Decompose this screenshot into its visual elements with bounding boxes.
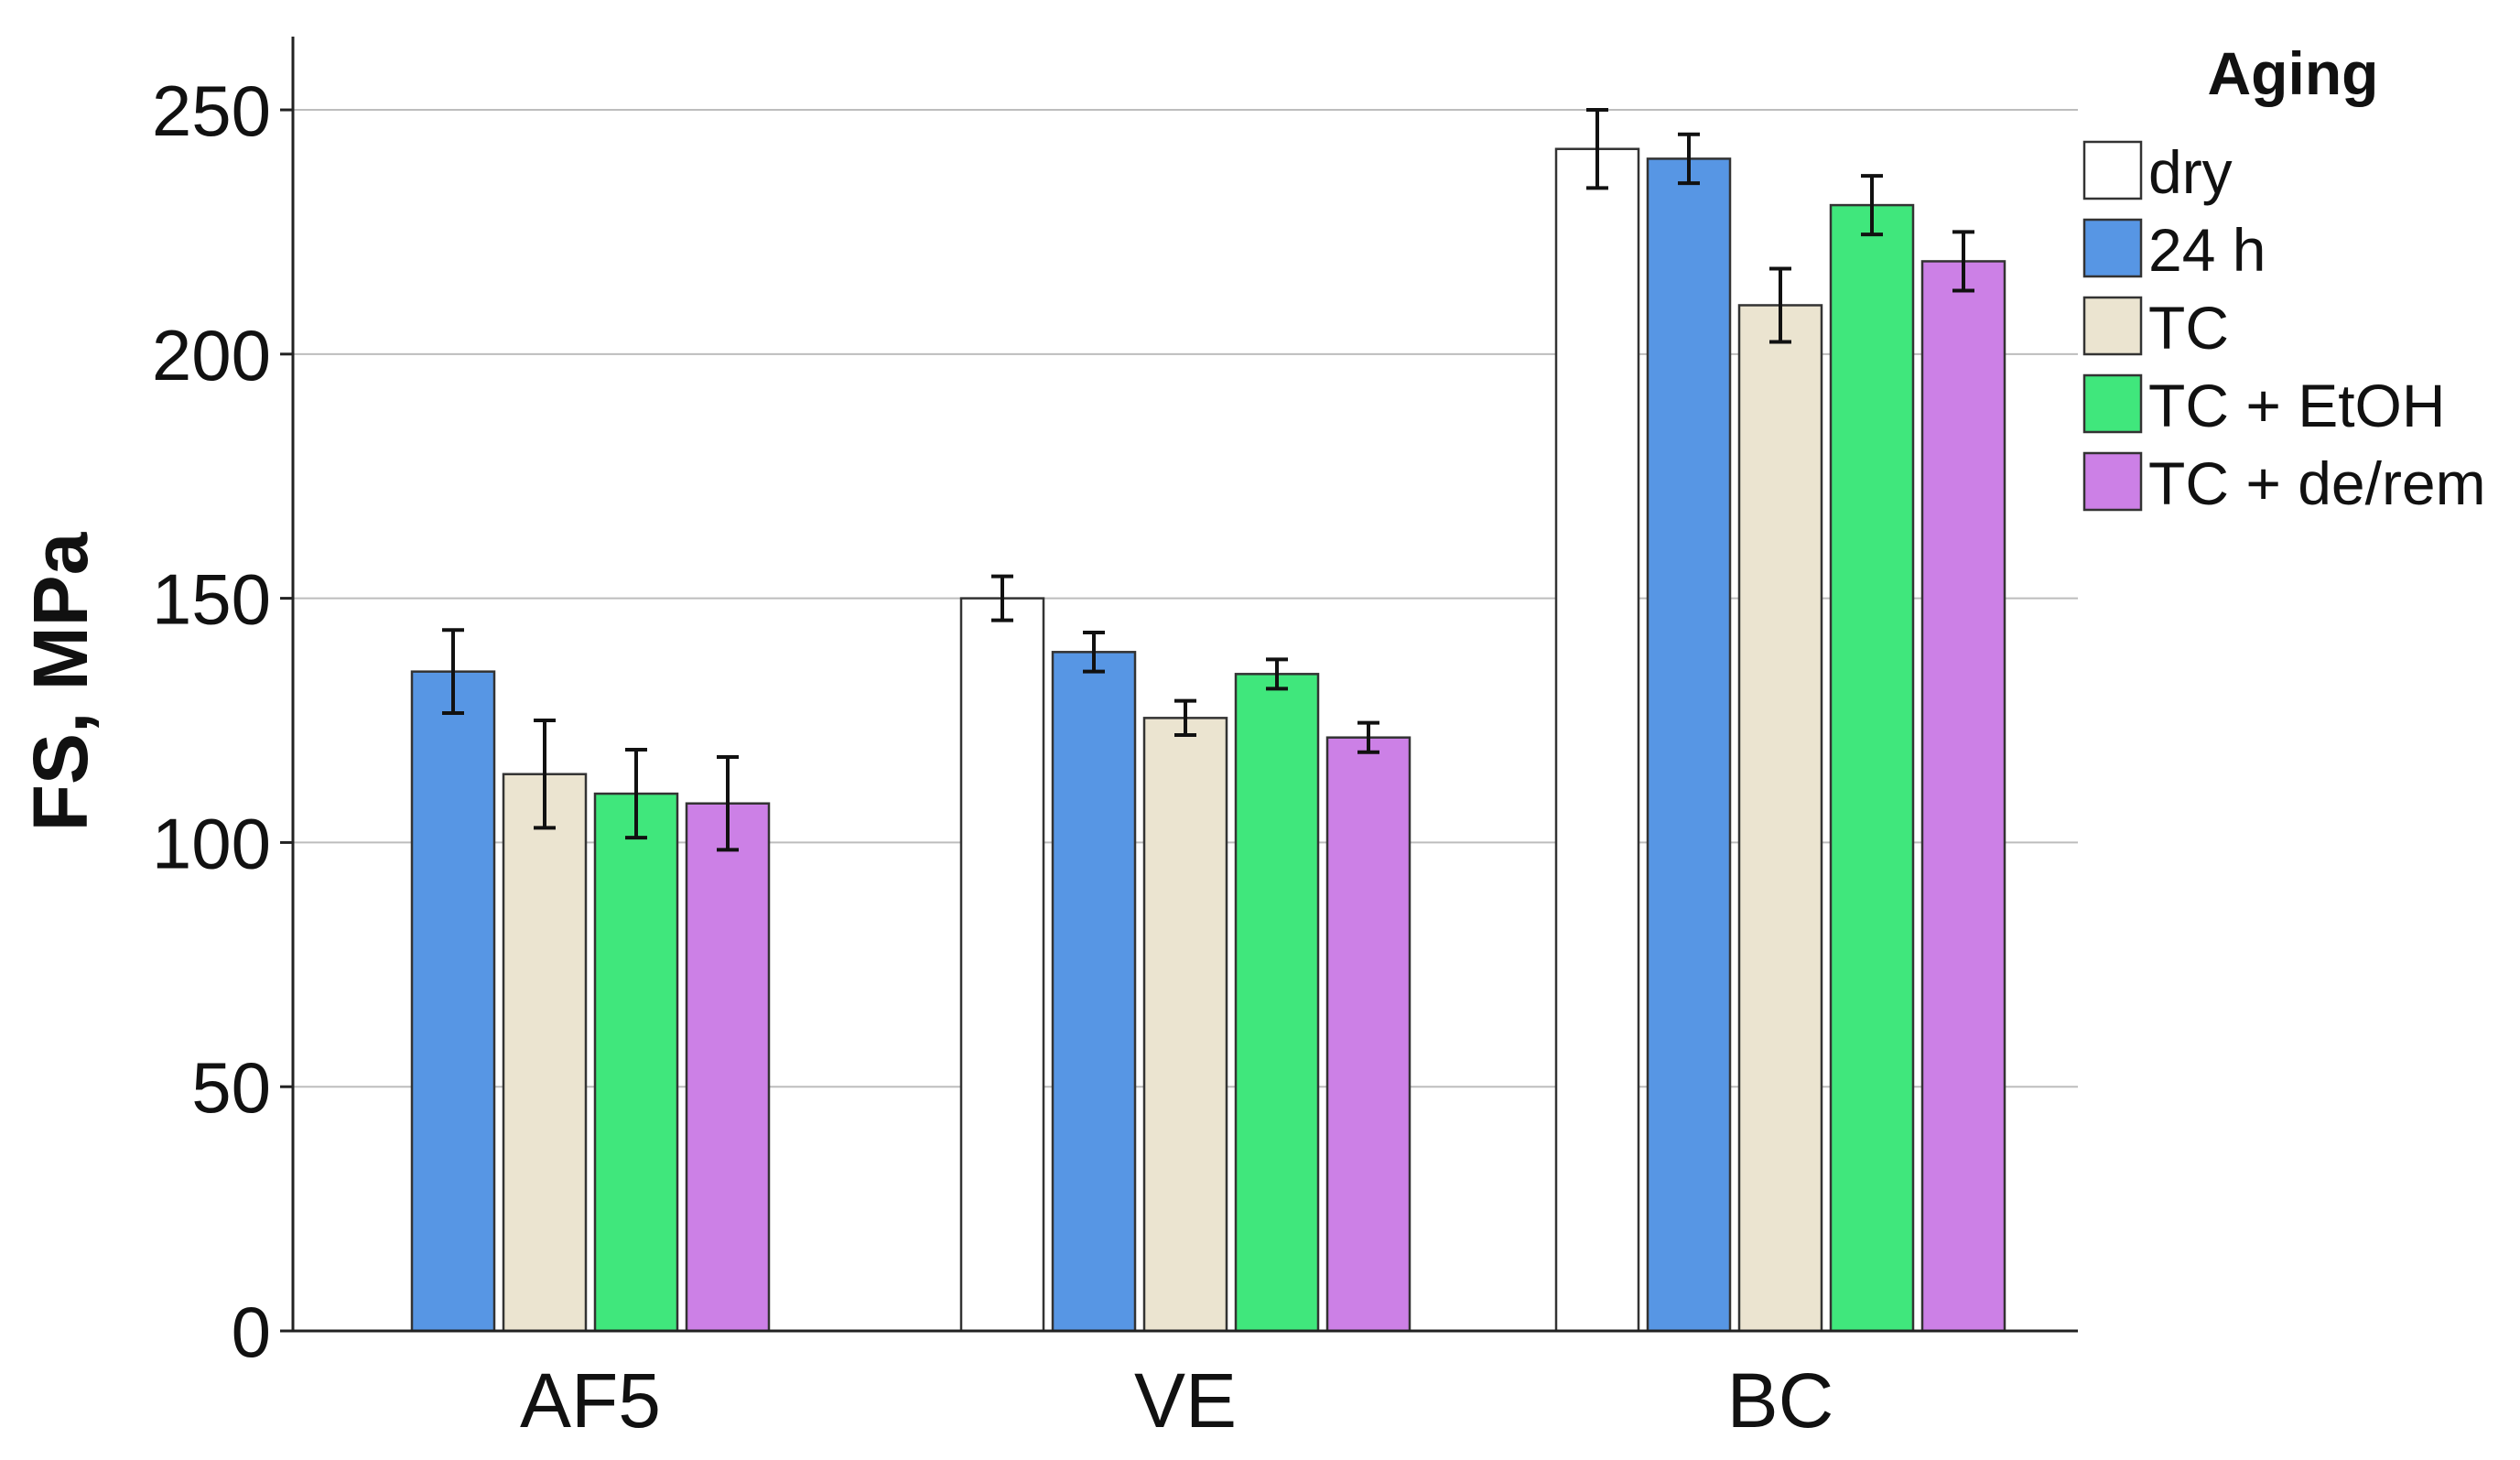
y-ticks: 0 50 100 150 200 250 — [152, 70, 293, 1372]
y-axis-title: FS, MPa — [17, 531, 103, 831]
bar-bc-dry — [1554, 147, 1640, 1333]
bar-ve-tc — [1142, 717, 1228, 1333]
y-tick-label: 100 — [152, 803, 271, 883]
error-bar — [991, 574, 1013, 622]
y-tick-label: 150 — [152, 559, 271, 640]
legend-swatch-tc-de-rem — [2082, 451, 2143, 512]
legend-label: 24 h — [2148, 216, 2266, 284]
legend-label: TC + de/rem — [2148, 449, 2486, 517]
error-bar — [1769, 266, 1791, 344]
legend-item: 24 h — [2082, 216, 2266, 284]
legend-label: dry — [2148, 138, 2233, 206]
bar-ve-tc-etoh — [1234, 673, 1320, 1333]
bar-ve-tc-de-rem — [1325, 736, 1411, 1333]
bar-bc-tc-etoh — [1829, 203, 1915, 1333]
legend-label: TC — [2148, 294, 2229, 362]
bar-af5-tc-de-rem — [685, 802, 771, 1333]
x-category-label: BC — [1727, 1357, 1834, 1444]
bar-ve-24-h — [1051, 651, 1137, 1333]
legend-title: Aging — [2208, 39, 2379, 107]
error-bar — [1678, 132, 1700, 186]
error-bar — [717, 755, 739, 852]
x-category-label: AF5 — [520, 1357, 661, 1444]
error-bar — [1586, 108, 1608, 190]
legend-label: TC + EtOH — [2148, 372, 2446, 439]
error-bar — [442, 628, 464, 716]
legend-item: TC + EtOH — [2082, 372, 2446, 439]
bar-af5-tc — [502, 773, 588, 1333]
y-tick-label: 0 — [232, 1292, 271, 1372]
y-tick-label: 50 — [191, 1047, 271, 1128]
axes — [291, 37, 2078, 1333]
error-bar — [625, 748, 647, 840]
legend-item: TC — [2082, 294, 2229, 362]
bars — [410, 108, 2006, 1333]
legend-swatch-24-h — [2082, 218, 2143, 278]
error-bar — [1861, 174, 1883, 237]
x-category-label: VE — [1134, 1357, 1237, 1444]
x-category-labels: AF5 VE BC — [520, 1357, 1833, 1444]
bar-af5-24-h — [410, 670, 496, 1333]
legend: Aging dry 24 h TC TC + EtOH TC + de/rem — [2082, 39, 2486, 517]
error-bar — [1174, 698, 1196, 738]
y-tick-label: 250 — [152, 70, 271, 151]
legend-swatch-tc — [2082, 296, 2143, 356]
error-bar — [1266, 657, 1288, 691]
error-bar — [1952, 230, 1974, 293]
error-bar — [1083, 630, 1105, 674]
y-tick-label: 200 — [152, 315, 271, 395]
legend-item: dry — [2082, 138, 2233, 206]
bar-af5-tc-etoh — [593, 792, 679, 1333]
error-bar — [534, 719, 556, 830]
legend-swatch-dry — [2082, 140, 2143, 200]
bar-bc-tc-de-rem — [1920, 260, 2006, 1333]
error-bar — [1357, 720, 1379, 754]
bar-bc-tc — [1737, 304, 1823, 1333]
legend-item: TC + de/rem — [2082, 449, 2486, 517]
bar-ve-dry — [959, 597, 1045, 1333]
bar-bc-24-h — [1646, 157, 1732, 1333]
legend-swatch-tc-etoh — [2082, 373, 2143, 434]
